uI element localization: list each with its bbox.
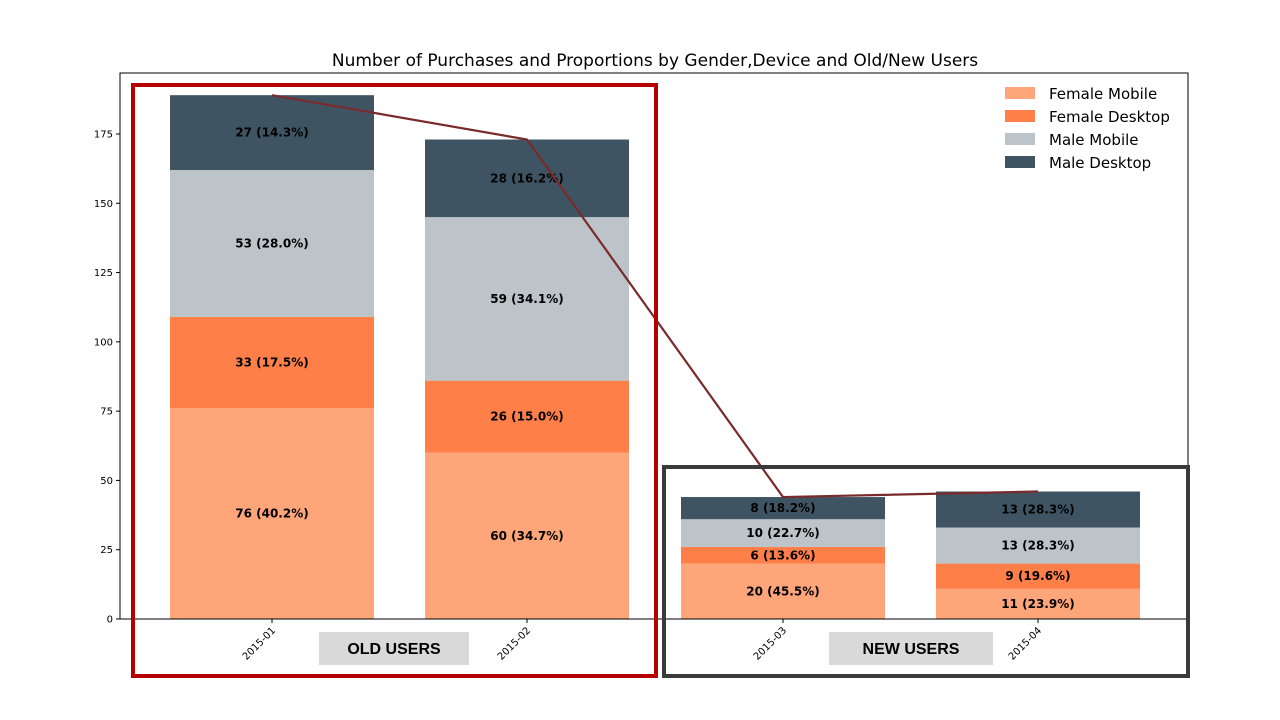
y-tick-label: 0 (107, 615, 113, 626)
segment-label: 28 (16.2%) (490, 171, 563, 185)
segment-label: 20 (45.5%) (746, 584, 819, 598)
bar-segment-2015-04-male-desktop (936, 491, 1140, 528)
x-tick-label: 2015-02 (496, 625, 533, 662)
legend: Female Mobile Female Desktop Male Mobile Ma… (1005, 85, 1170, 172)
segment-label: 60 (34.7%) (490, 529, 563, 543)
y-tick-label: 75 (100, 407, 113, 418)
group-frame-new-users (662, 465, 1190, 678)
group-label-box (829, 632, 993, 665)
y-tick-label: 150 (94, 199, 113, 210)
bar-segment-2015-01-female-desktop (170, 316, 374, 409)
segment-label: 13 (28.3%) (1001, 539, 1074, 553)
y-tick-label: 125 (94, 268, 113, 279)
legend-swatch-female-desktop (1005, 110, 1035, 122)
bar-segment-2015-03-male-desktop (681, 497, 885, 520)
bar-segment-2015-03-female-desktop (681, 546, 885, 564)
bar-segment-2015-03-female-mobile (681, 563, 885, 619)
segment-label: 11 (23.9%) (1001, 597, 1074, 611)
legend-swatch-male-mobile (1005, 133, 1035, 145)
group-annotations: OLD USERS NEW USERS (131, 83, 1190, 678)
y-tick-label: 175 (94, 129, 113, 140)
x-tick-label: 2015-01 (241, 625, 278, 662)
segment-label: 13 (28.3%) (1001, 503, 1074, 517)
segment-label: 9 (19.6%) (1005, 569, 1070, 583)
legend-swatch-female-mobile (1005, 87, 1035, 99)
segment-label: 10 (22.7%) (746, 526, 819, 540)
bar-segment-2015-01-female-mobile (170, 408, 374, 619)
bar-segment-2015-04-female-desktop (936, 563, 1140, 589)
segment-labels-layer: 76 (40.2%) 33 (17.5%) 53 (28.0%) 27 (14.3%)… (235, 126, 1074, 611)
segment-label: 6 (13.6%) (750, 548, 815, 562)
bar-segment-2015-03-male-mobile (681, 519, 885, 547)
bar-segment-2015-02-female-mobile (425, 452, 629, 619)
segment-label: 59 (34.1%) (490, 292, 563, 306)
legend-swatch-male-desktop (1005, 156, 1035, 168)
bar-segment-2015-01-male-mobile (170, 170, 374, 317)
bar-segment-2015-02-male-mobile (425, 217, 629, 381)
segment-label: 27 (14.3%) (235, 126, 308, 140)
x-tick-label: 2015-04 (1007, 625, 1044, 662)
segment-label: 53 (28.0%) (235, 236, 308, 250)
segment-label: 76 (40.2%) (235, 507, 308, 521)
bar-segment-2015-02-female-desktop (425, 380, 629, 453)
segment-label: 8 (18.2%) (750, 501, 815, 515)
bar-segment-2015-04-female-mobile (936, 588, 1140, 619)
group-frame-old-users (131, 83, 658, 678)
segment-label: 26 (15.0%) (490, 410, 563, 424)
group-label: OLD USERS (347, 641, 441, 658)
group-label-box (319, 632, 469, 665)
legend-label: Female Mobile (1049, 85, 1157, 103)
legend-label: Female Desktop (1049, 108, 1170, 126)
y-tick-label: 100 (94, 337, 113, 348)
group-label: NEW USERS (863, 641, 960, 658)
bar-segment-2015-04-male-mobile (936, 527, 1140, 564)
x-tick-label: 2015-03 (752, 625, 789, 662)
chart-title: Number of Purchases and Proportions by G… (332, 51, 978, 71)
legend-label: Male Mobile (1049, 131, 1139, 149)
segment-label: 33 (17.5%) (235, 356, 308, 370)
legend-label: Male Desktop (1049, 154, 1151, 172)
y-tick-label: 25 (100, 545, 113, 556)
bar-segment-2015-02-male-desktop (425, 139, 629, 218)
y-tick-label: 50 (100, 476, 113, 487)
